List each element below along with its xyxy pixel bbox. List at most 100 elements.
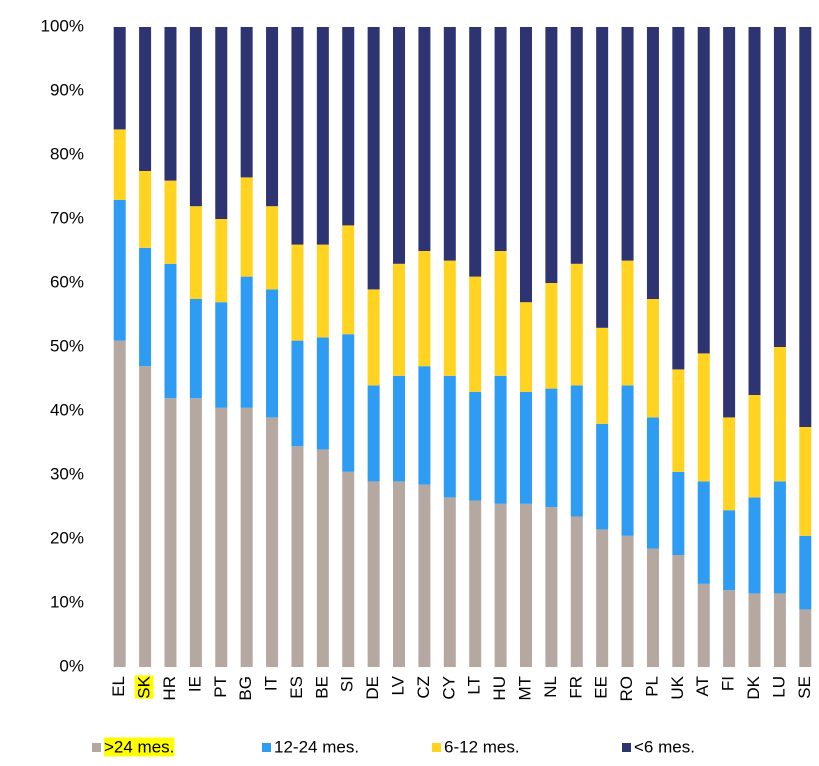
bar-segment <box>342 27 355 226</box>
x-tick-label: CZ <box>414 676 433 699</box>
legend-swatch <box>432 743 441 752</box>
x-tick-label: HR <box>160 676 179 701</box>
bar-segment <box>697 583 710 667</box>
bar-segment <box>316 27 329 245</box>
bar-segment <box>367 385 380 482</box>
y-tick-label: 60% <box>50 272 84 291</box>
bar-segment <box>469 27 482 277</box>
bar-segment <box>545 27 558 283</box>
bar-segment <box>240 177 253 277</box>
bar-segment <box>291 244 304 341</box>
x-tick-label: DE <box>363 676 382 700</box>
bar-segment <box>189 27 202 207</box>
x-tick-label: RO <box>617 676 636 702</box>
bar-segment <box>164 263 177 399</box>
bar-segment <box>519 27 532 303</box>
bar-segment <box>240 407 253 667</box>
x-tick-label: BG <box>236 676 255 701</box>
bar-segment <box>672 555 685 667</box>
bar-segment <box>291 446 304 667</box>
bar-segment <box>773 27 786 347</box>
bar-segment <box>240 27 253 178</box>
bar-segment <box>570 27 583 264</box>
bar-segment <box>291 340 304 447</box>
bar-segment <box>393 375 406 482</box>
x-tick-label: SE <box>795 676 814 699</box>
bar-segment <box>342 334 355 472</box>
x-tick-label: LV <box>389 675 408 695</box>
bar-segment <box>164 398 177 667</box>
x-tick-label: SI <box>338 676 357 692</box>
bar-segment <box>545 388 558 507</box>
bar-segment <box>215 27 228 219</box>
x-tick-label: LT <box>465 676 484 695</box>
legend-swatch <box>262 743 271 752</box>
y-tick-label: 20% <box>50 528 84 547</box>
bar-segment <box>469 276 482 392</box>
bar-segment <box>545 507 558 667</box>
bar-segment <box>316 244 329 338</box>
bar-segment <box>342 225 355 335</box>
bar-segment <box>393 263 406 376</box>
y-tick-label: 90% <box>50 80 84 99</box>
bar-segment <box>519 503 532 667</box>
bar-segment <box>316 449 329 667</box>
bar-segment <box>570 516 583 667</box>
bar-segment <box>494 375 507 504</box>
x-tick-label: EE <box>592 676 611 699</box>
x-tick-label: SK <box>135 675 154 698</box>
bar-segment <box>799 609 812 667</box>
y-tick-label: 30% <box>50 464 84 483</box>
bar-segment <box>646 27 659 299</box>
bar-segment <box>596 27 609 328</box>
bar-segment <box>418 366 431 485</box>
y-tick-label: 80% <box>50 144 84 163</box>
bar-segment <box>672 369 685 472</box>
bar-segment <box>113 129 126 200</box>
bar-segment <box>418 27 431 251</box>
bar-segment <box>519 302 532 392</box>
x-tick-label: PT <box>211 676 230 698</box>
y-tick-label: 40% <box>50 400 84 419</box>
bar-segment <box>723 417 736 511</box>
bar-segment <box>240 276 253 408</box>
bar-segment <box>266 27 279 207</box>
x-tick-label: HU <box>490 676 509 701</box>
x-tick-label: FI <box>719 676 738 691</box>
bar-segment <box>646 299 659 418</box>
bar-segment <box>215 407 228 667</box>
bar-segment <box>393 27 406 264</box>
bar-segment <box>621 260 634 386</box>
bar-segment <box>773 593 786 667</box>
x-tick-label: MT <box>515 676 534 701</box>
bar-segment <box>139 247 152 367</box>
bar-segment <box>215 219 228 303</box>
highlight <box>134 675 154 699</box>
legend-label: <6 mes. <box>634 737 695 756</box>
bar-segment <box>139 27 152 171</box>
legend-swatch <box>92 743 101 752</box>
bar-segment <box>469 391 482 501</box>
x-tick-label: NL <box>541 676 560 698</box>
bar-segment <box>799 27 812 427</box>
x-tick-label: AT <box>693 676 712 696</box>
y-tick-label: 50% <box>50 336 84 355</box>
bar-segment <box>799 535 812 610</box>
bar-segment <box>646 417 659 549</box>
bar-segment <box>748 497 761 594</box>
bar-segment <box>570 263 583 386</box>
x-tick-label: FR <box>566 676 585 699</box>
bar-segment <box>139 366 152 667</box>
legend-label: >24 mes. <box>104 737 174 756</box>
bar-segment <box>189 398 202 667</box>
highlight <box>104 737 175 757</box>
bar-segment <box>748 27 761 395</box>
x-tick-label: UK <box>668 675 687 699</box>
x-tick-label: LU <box>769 676 788 698</box>
x-tick-label: ES <box>287 676 306 699</box>
bar-segment <box>773 347 786 482</box>
bar-segment <box>164 27 177 181</box>
bar-segment <box>748 395 761 498</box>
bar-segment <box>418 251 431 367</box>
bar-segment <box>113 340 126 667</box>
